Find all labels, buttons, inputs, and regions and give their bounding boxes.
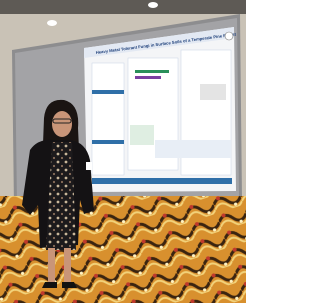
ceiling-light [47,20,57,26]
leg [64,248,71,282]
poster-section-header [92,140,124,144]
poster-logo [225,32,233,40]
poster-column [92,63,124,175]
carpet [0,196,246,303]
poster-table [155,140,231,158]
poster-figure [135,76,161,79]
face [52,111,72,137]
ceiling-light [148,2,158,8]
poster-figure [135,70,169,73]
badge [86,162,92,170]
poster-figure [130,125,154,145]
poster: Heavy Metal Tolerant Fungi in Surface So… [84,27,237,192]
poster-section-header [92,90,124,94]
photo: Heavy Metal Tolerant Fungi in Surface So… [0,0,246,303]
poster-figure [200,84,226,100]
leg [48,248,55,282]
page: {"poster": {"title": "Heavy Metal Tolera… [0,0,246,303]
poster-footer [92,178,232,184]
